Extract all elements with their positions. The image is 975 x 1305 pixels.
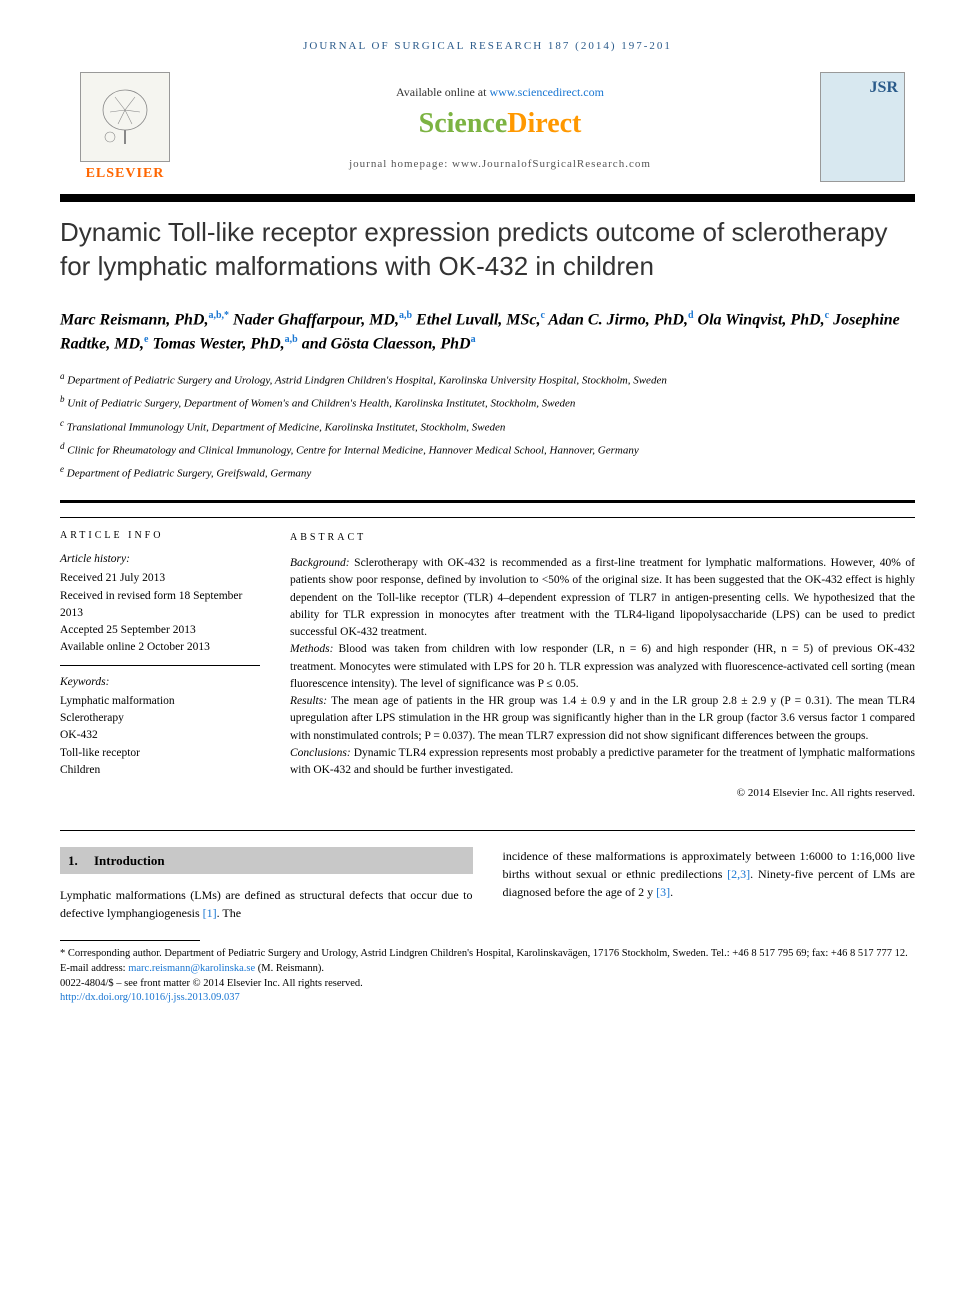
intro-text-1b: . The (217, 906, 241, 920)
history-label: Article history: (60, 551, 260, 568)
reference-link-1[interactable]: [1] (203, 906, 217, 920)
affiliation: d Clinic for Rheumatology and Clinical I… (60, 440, 915, 459)
methods-label: Methods: (290, 643, 333, 655)
background-text: Sclerotherapy with OK-432 is recommended… (290, 557, 915, 638)
accepted-date: Accepted 25 September 2013 (60, 622, 260, 639)
corresponding-author: * Corresponding author. Department of Pe… (60, 947, 915, 962)
revised-date: Received in revised form 18 September 20… (60, 588, 260, 623)
available-text: Available online at (396, 85, 489, 99)
online-date: Available online 2 October 2013 (60, 639, 260, 656)
keyword: Sclerotherapy (60, 710, 260, 727)
sciencedirect-logo[interactable]: ScienceDirect (180, 108, 820, 140)
sd-direct-text: Direct (507, 108, 581, 139)
body-column-right: incidence of these malformations is appr… (503, 831, 916, 923)
keyword: Toll-like receptor (60, 745, 260, 762)
keyword: Lymphatic malformation (60, 693, 260, 710)
elsevier-tree-icon (80, 72, 170, 162)
title-rule-top (60, 194, 915, 202)
intro-paragraph-left: Lymphatic malformations (LMs) are define… (60, 886, 473, 922)
elsevier-logo[interactable]: ELSEVIER (70, 72, 180, 182)
sciencedirect-link[interactable]: www.sciencedirect.com (489, 85, 604, 99)
body-two-column: 1. Introduction Lymphatic malformations … (60, 830, 915, 923)
section-heading-intro: 1. Introduction (60, 847, 473, 875)
email-link[interactable]: marc.reismann@karolinska.se (128, 963, 255, 974)
doi-link[interactable]: http://dx.doi.org/10.1016/j.jss.2013.09.… (60, 992, 240, 1003)
elsevier-text: ELSEVIER (86, 166, 165, 182)
reference-link-23[interactable]: [2,3] (727, 867, 750, 881)
affiliation: c Translational Immunology Unit, Departm… (60, 417, 915, 436)
intro-text-2c: . (670, 885, 673, 899)
footnotes: * Corresponding author. Department of Pe… (60, 947, 915, 1006)
available-online: Available online at www.sciencedirect.co… (180, 85, 820, 100)
received-date: Received 21 July 2013 (60, 570, 260, 587)
abstract: ABSTRACT Background: Sclerotherapy with … (290, 530, 915, 802)
copyright-line: © 2014 Elsevier Inc. All rights reserved… (290, 785, 915, 802)
footnote-separator (60, 940, 200, 941)
sd-science-text: Science (419, 108, 508, 139)
email-line: E-mail address: marc.reismann@karolinska… (60, 962, 915, 977)
email-label: E-mail address: (60, 963, 128, 974)
affiliation: e Department of Pediatric Surgery, Greif… (60, 463, 915, 482)
running-head: JOURNAL OF SURGICAL RESEARCH 187 (2014) … (60, 40, 915, 52)
reference-link-3[interactable]: [3] (656, 885, 670, 899)
intro-text-1: Lymphatic malformations (LMs) are define… (60, 888, 473, 920)
section-title: Introduction (94, 853, 165, 868)
title-rule-bottom (60, 500, 915, 503)
journal-header: ELSEVIER Available online at www.science… (60, 72, 915, 182)
affiliation: a Department of Pediatric Surgery and Ur… (60, 370, 915, 389)
affiliation: b Unit of Pediatric Surgery, Department … (60, 393, 915, 412)
jsr-cover-label: JSR (870, 79, 898, 97)
journal-homepage: journal homepage: www.JournalofSurgicalR… (180, 158, 820, 170)
email-tail: (M. Reismann). (255, 963, 324, 974)
authors-list: Marc Reismann, PhD,a,b,* Nader Ghaffarpo… (60, 308, 915, 357)
section-number: 1. (68, 853, 78, 868)
article-info-sidebar: ARTICLE INFO Article history: Received 2… (60, 530, 260, 802)
conclusions-text: Dynamic TLR4 expression represents most … (290, 747, 915, 776)
intro-paragraph-right: incidence of these malformations is appr… (503, 847, 916, 901)
abstract-heading: ABSTRACT (290, 530, 915, 545)
methods-text: Blood was taken from children with low r… (290, 643, 915, 690)
results-label: Results: (290, 695, 327, 707)
keyword: OK-432 (60, 727, 260, 744)
conclusions-label: Conclusions: (290, 747, 351, 759)
results-text: The mean age of patients in the HR group… (290, 695, 915, 742)
background-label: Background: (290, 557, 350, 569)
journal-cover-thumbnail[interactable]: JSR (820, 72, 905, 182)
body-column-left: 1. Introduction Lymphatic malformations … (60, 831, 473, 923)
issn-line: 0022-4804/$ – see front matter © 2014 El… (60, 977, 915, 992)
keywords-label: Keywords: (60, 674, 260, 691)
article-title: Dynamic Toll-like receptor expression pr… (60, 216, 915, 284)
article-info-heading: ARTICLE INFO (60, 530, 260, 541)
keyword: Children (60, 762, 260, 779)
